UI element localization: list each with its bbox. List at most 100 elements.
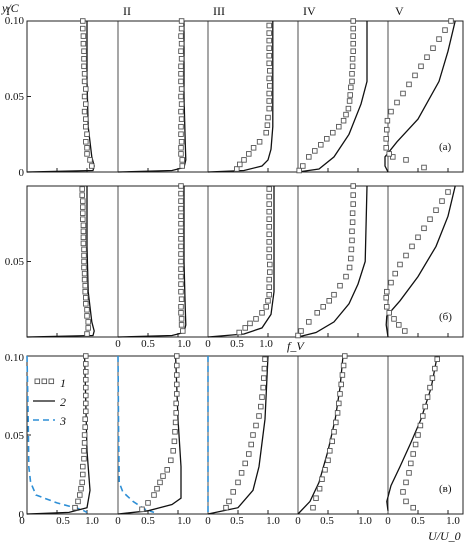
marker-c-3-9 — [253, 422, 259, 429]
solid-curve-b-1 — [26, 186, 95, 338]
y-tick-zero-a: 0 — [19, 167, 25, 179]
marker-c-4-16 — [342, 353, 348, 359]
solid-curve-a-4 — [297, 21, 368, 173]
marker-b-4-6 — [331, 291, 337, 298]
marker-c-4-8 — [331, 429, 337, 435]
marker-c-5-14 — [429, 375, 436, 381]
marker-a-4-21 — [350, 25, 356, 32]
y-tick-mid-b: 0.05 — [5, 256, 25, 268]
marker-c-4-5 — [325, 457, 331, 464]
solid-curve-c-3 — [207, 355, 269, 515]
x-tick-05-i-c: 0.5 — [56, 515, 70, 527]
marker-a-4-18 — [350, 48, 356, 54]
marker-c-5-4 — [406, 470, 412, 476]
marker-b-1-8 — [82, 282, 88, 289]
marker-b-3-11 — [267, 261, 273, 268]
marker-c-1-16 — [83, 384, 89, 391]
x-tick-05-ii-c: 0.5 — [141, 515, 155, 527]
marker-b-1-2 — [85, 319, 91, 325]
marker-c-2-4 — [157, 479, 163, 486]
marker-c-1-8 — [81, 448, 87, 454]
marker-b-2-15 — [178, 220, 184, 227]
station-label-iii: III — [213, 4, 225, 18]
marker-a-3-3 — [246, 151, 252, 157]
marker-a-2-20 — [178, 18, 185, 24]
x-tick-10-v-c: 1.0 — [446, 515, 460, 527]
marker-b-4-16 — [350, 201, 356, 207]
marker-c-3-11 — [258, 403, 264, 410]
marker-b-5-15 — [433, 207, 439, 213]
y-axis-label: y/C — [1, 1, 20, 15]
marker-c-5-11 — [422, 403, 428, 410]
marker-c-2-3 — [154, 485, 160, 492]
solid-curve-a-2 — [117, 21, 187, 173]
marker-a-2-18 — [178, 33, 184, 39]
marker-b-4-7 — [337, 282, 343, 289]
marker-b-3-6 — [265, 298, 271, 304]
marker-c-5-2 — [400, 489, 406, 495]
marker-a-1-13 — [81, 71, 88, 77]
panel-label-a: (а) — [439, 141, 452, 153]
y-tick-mid-a: 0.05 — [5, 91, 25, 103]
x-tick-10-ii-b: 1.0 — [177, 338, 191, 350]
marker-a-3-19 — [266, 30, 272, 36]
marker-a-2-6 — [178, 123, 184, 130]
marker-b-2-19 — [178, 190, 184, 197]
marker-a-5-0 — [421, 164, 427, 171]
marker-c-2-7 — [168, 457, 174, 464]
marker-c-2-13 — [173, 400, 179, 407]
marker-b-1-15 — [80, 240, 87, 247]
marker-c-4-4 — [322, 467, 328, 473]
marker-b-2-13 — [178, 236, 184, 242]
marker-c-2-15 — [174, 381, 180, 388]
x-tick-05-v-c: 0.5 — [411, 515, 425, 527]
marker-b-4-9 — [346, 264, 353, 271]
marker-a-5-13 — [418, 63, 424, 70]
marker-c-3-16 — [262, 356, 268, 362]
marker-c-1-4 — [79, 479, 85, 486]
marker-a-1-11 — [83, 86, 89, 92]
marker-b-3-19 — [266, 201, 272, 207]
marker-c-3-2 — [230, 489, 236, 495]
marker-a-5-5 — [383, 136, 389, 142]
marker-b-1-18 — [80, 222, 87, 229]
marker-a-1-7 — [83, 116, 89, 122]
marker-b-5-6 — [384, 288, 390, 295]
marker-b-5-3 — [386, 310, 392, 316]
marker-a-4-15 — [349, 71, 355, 77]
marker-a-4-11 — [346, 98, 353, 104]
marker-c-3-13 — [260, 384, 266, 391]
marker-b-3-2 — [247, 320, 253, 327]
marker-a-5-17 — [442, 27, 448, 33]
marker-c-4-14 — [339, 372, 346, 378]
marker-a-2-15 — [178, 56, 185, 62]
x-tick-0-v-c: 0 — [385, 515, 391, 527]
marker-a-3-17 — [266, 45, 272, 51]
marker-b-3-1 — [242, 325, 248, 331]
marker-c-1-9 — [81, 440, 88, 446]
marker-b-1-0 — [84, 331, 90, 337]
x-tick-0-ii-b: 0 — [205, 338, 211, 350]
marker-c-3-0 — [223, 504, 229, 511]
marker-c-1-19 — [83, 361, 89, 367]
marker-a-5-15 — [430, 45, 436, 51]
marker-b-3-9 — [266, 276, 272, 283]
marker-b-1-10 — [81, 270, 88, 277]
marker-a-2-11 — [178, 86, 185, 92]
panel-frame-a — [26, 20, 464, 173]
marker-b-4-15 — [349, 210, 356, 216]
marker-b-3-15 — [266, 231, 272, 238]
marker-a-3-2 — [241, 157, 247, 163]
marker-a-3-13 — [266, 75, 272, 82]
marker-b-3-14 — [266, 239, 272, 245]
marker-c-3-1 — [226, 498, 232, 505]
marker-a-5-16 — [436, 36, 442, 42]
y-tick-top-a: 0.10 — [5, 15, 25, 27]
marker-a-5-1 — [403, 157, 409, 163]
marker-c-1-12 — [82, 416, 88, 422]
marker-b-2-2 — [178, 316, 185, 322]
marker-a-2-14 — [178, 63, 184, 70]
marker-a-1-5 — [84, 131, 90, 137]
marker-b-5-9 — [397, 261, 403, 268]
